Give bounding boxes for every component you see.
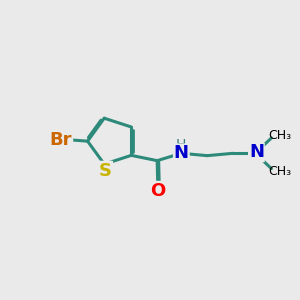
Text: CH₃: CH₃ — [269, 128, 292, 142]
Text: Br: Br — [50, 131, 72, 149]
Text: S: S — [99, 162, 112, 180]
Text: N: N — [174, 144, 189, 162]
Text: N: N — [249, 143, 264, 161]
Text: CH₃: CH₃ — [269, 165, 292, 178]
Text: H: H — [176, 138, 187, 152]
Text: O: O — [150, 182, 165, 200]
